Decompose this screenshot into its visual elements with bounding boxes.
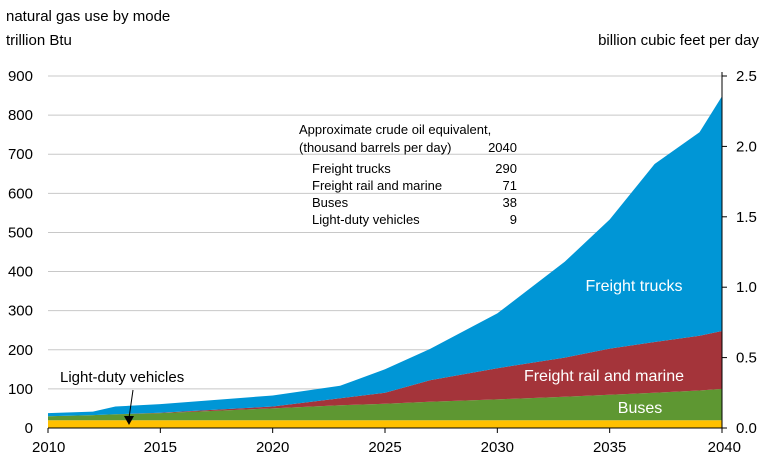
x-tick-label: 2040	[708, 439, 741, 456]
stacked-areas	[48, 96, 722, 428]
area-series-freight-trucks	[48, 96, 722, 417]
y-right-tick-label: 2.5	[736, 68, 757, 85]
y-axis-right-label: billion cubic feet per day	[598, 32, 759, 49]
inset-heading-line1: Approximate crude oil equivalent,	[299, 122, 491, 137]
y-left-tick-label: 700	[8, 146, 33, 163]
y-left-tick-label: 200	[8, 342, 33, 359]
y-right-tick-label: 2.0	[736, 138, 757, 155]
inset-year: 2040	[488, 140, 517, 155]
x-tick-label: 2035	[593, 439, 626, 456]
callout-light-duty-vehicles: Light-duty vehicles	[60, 369, 184, 386]
y-left-tick-label: 100	[8, 381, 33, 398]
inset-row-value: 38	[503, 195, 517, 210]
inset-row-label: Light-duty vehicles	[312, 212, 420, 227]
y-left-tick-label: 500	[8, 224, 33, 241]
y-left-tick-label: 300	[8, 303, 33, 320]
area-label-freight-rail-marine: Freight rail and marine	[524, 368, 684, 385]
inset-table: Approximate crude oil equivalent, (thous…	[299, 122, 517, 227]
area-label-buses: Buses	[618, 400, 662, 417]
inset-heading-line2: (thousand barrels per day)	[299, 140, 451, 155]
callout-arrow-line	[128, 389, 134, 419]
y-left-tick-label: 0	[25, 420, 33, 437]
inset-row-label: Buses	[312, 195, 349, 210]
callout-arrowhead	[124, 416, 134, 425]
y-left-tick-label: 600	[8, 185, 33, 202]
y-right-tick-label: 0.0	[736, 420, 757, 437]
y-right-tick-label: 1.0	[736, 279, 757, 296]
inset-row-label: Freight trucks	[312, 161, 391, 176]
chart-title: natural gas use by mode	[6, 8, 170, 25]
y-left-tick-label: 900	[8, 68, 33, 85]
inset-row-value: 290	[495, 161, 517, 176]
axes	[47, 72, 727, 433]
x-tick-label: 2015	[144, 439, 177, 456]
inset-row-label: Freight rail and marine	[312, 178, 442, 193]
area-series-light-duty-vehicles	[48, 420, 722, 428]
x-tick-label: 2010	[32, 439, 65, 456]
area-series-freight-rail-and-marine	[48, 331, 722, 417]
x-tick-label: 2030	[481, 439, 514, 456]
gridlines	[48, 75, 722, 390]
y-right-tick-label: 1.5	[736, 209, 757, 226]
inset-row-value: 9	[510, 212, 517, 227]
x-tick-label: 2025	[368, 439, 401, 456]
area-series-buses	[48, 388, 722, 421]
x-tick-label: 2020	[256, 439, 289, 456]
tick-labels: 0 100 200 300 400 500 600 700 800 900 0.0 0.5 1.0 1.5…	[8, 68, 757, 456]
inset-row-value: 71	[503, 178, 517, 193]
y-axis-left-label: trillion Btu	[6, 32, 72, 49]
y-right-tick-label: 0.5	[736, 350, 757, 367]
y-left-tick-label: 800	[8, 107, 33, 124]
area-label-freight-trucks: Freight trucks	[586, 278, 683, 295]
y-left-tick-label: 400	[8, 264, 33, 281]
